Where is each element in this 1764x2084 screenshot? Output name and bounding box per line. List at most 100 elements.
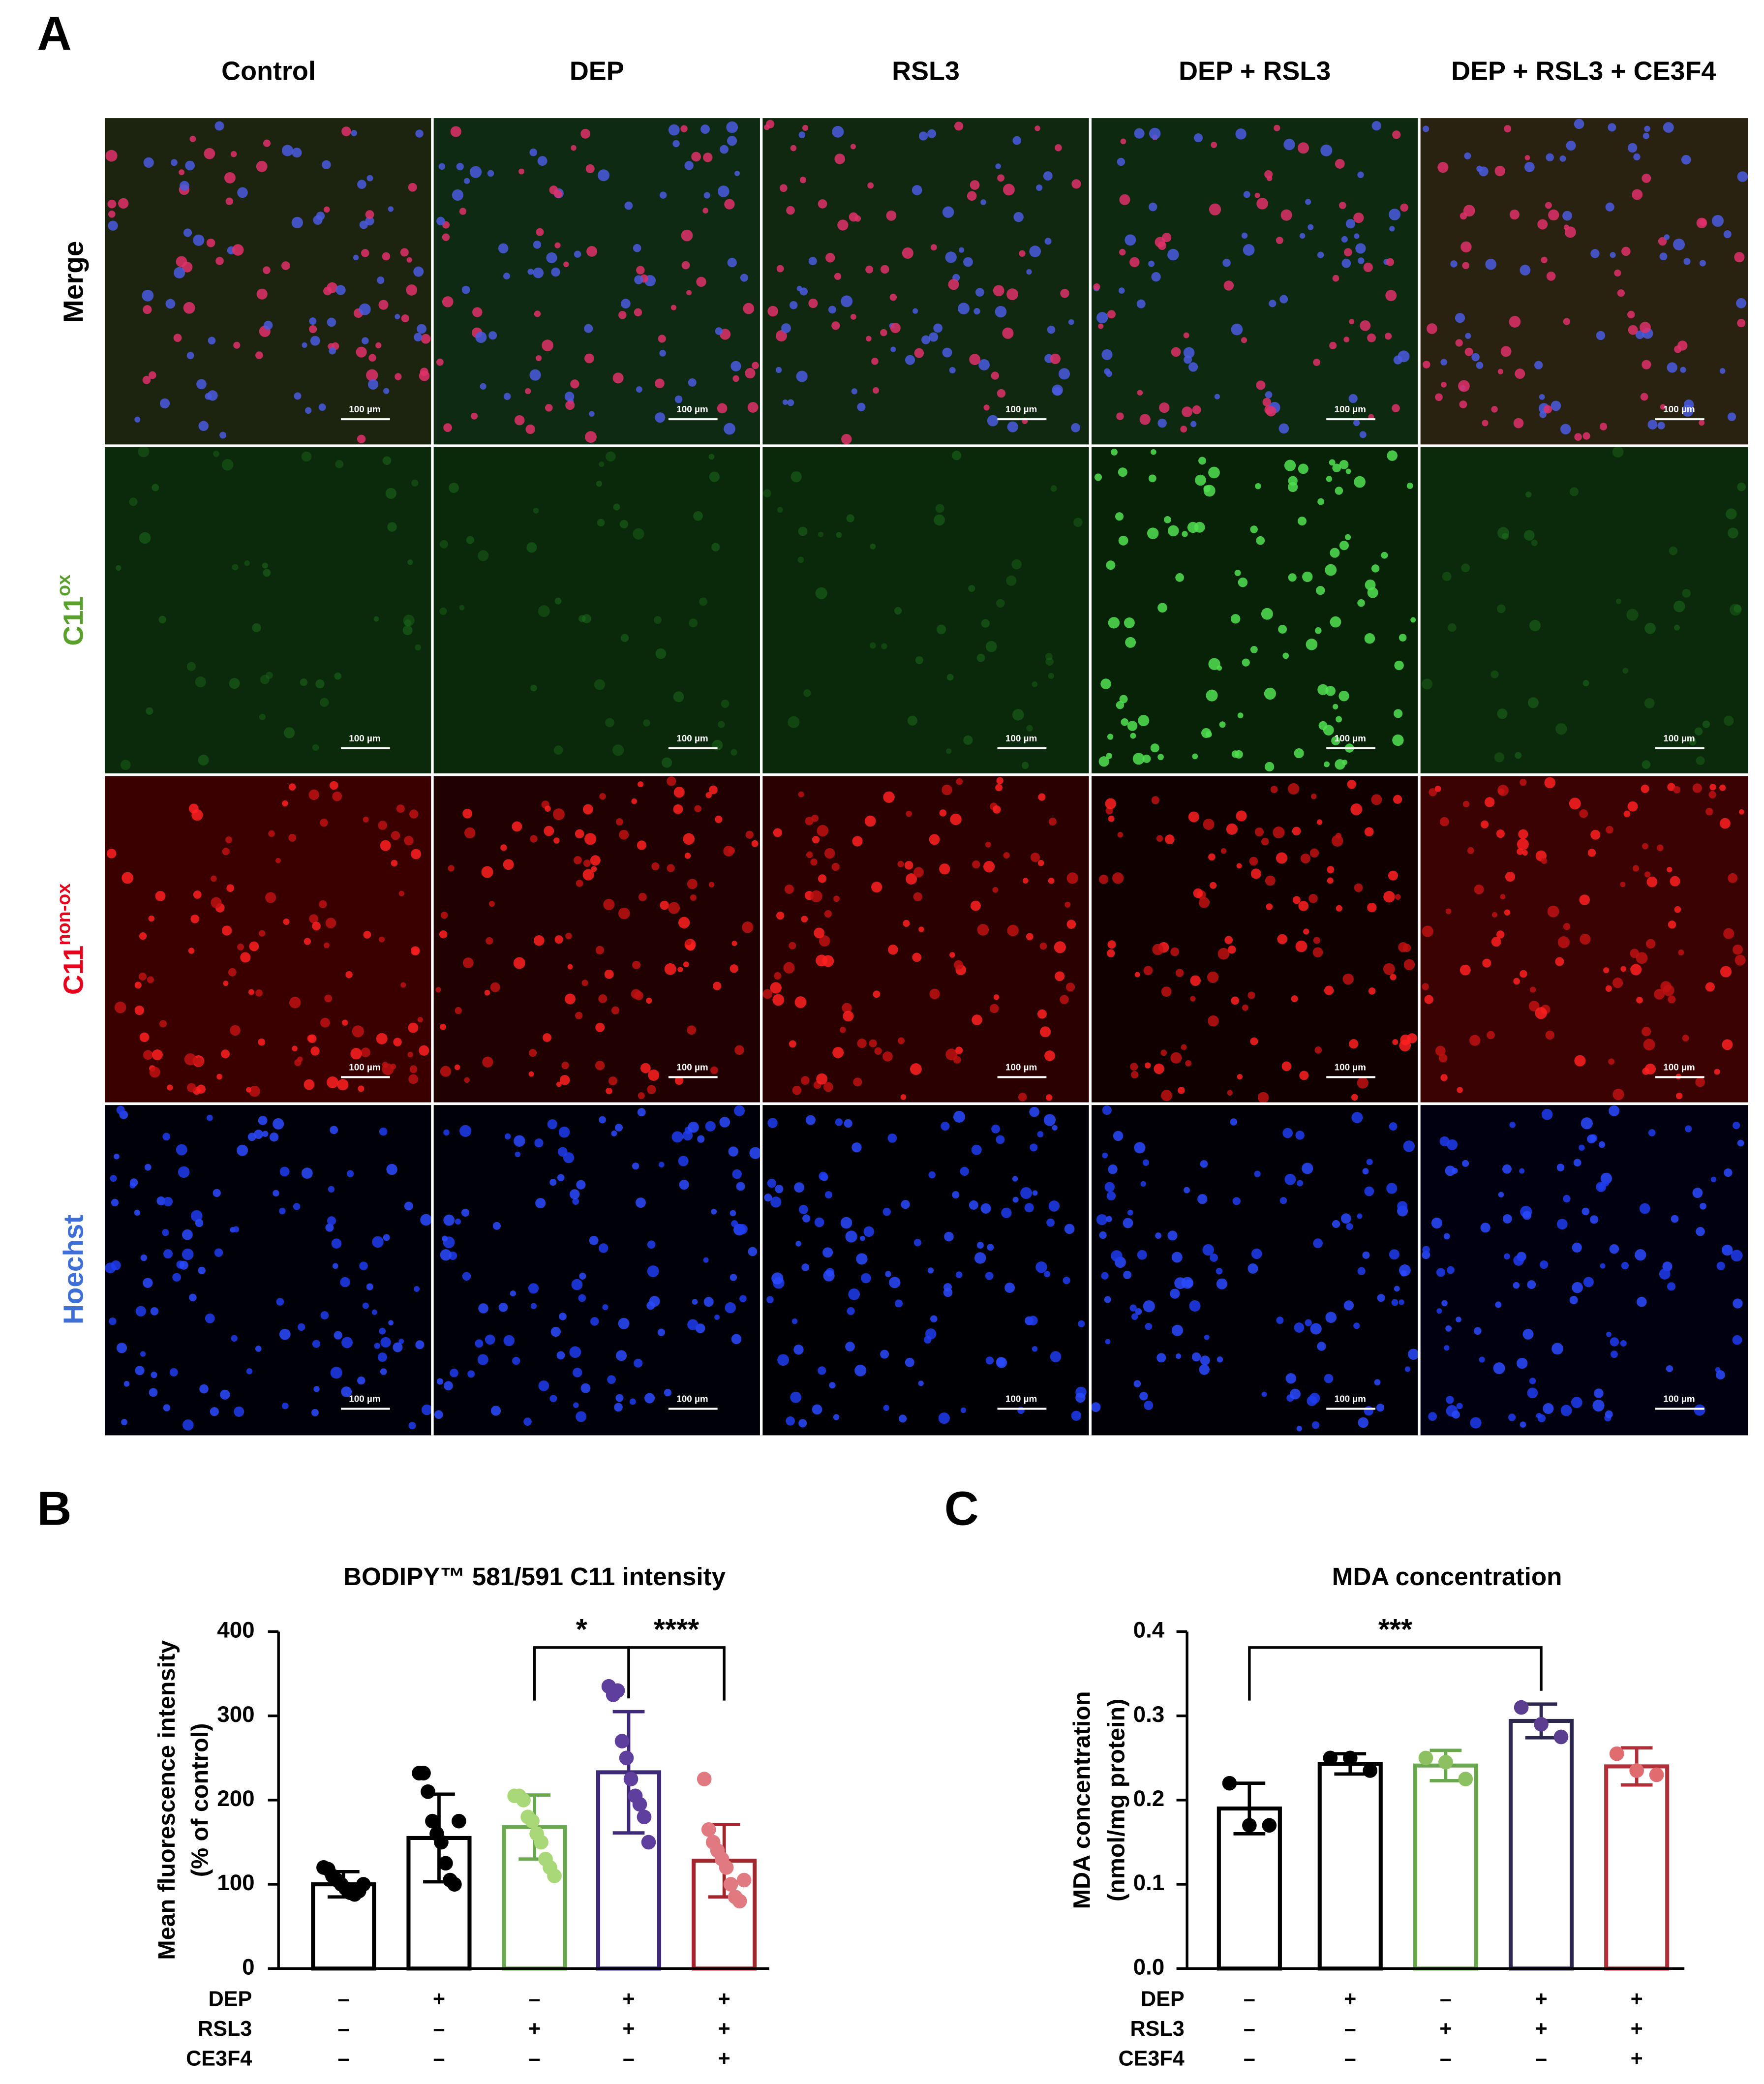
- cell: [935, 504, 944, 513]
- data-point: [1458, 1772, 1473, 1786]
- cell: [1400, 203, 1408, 212]
- cell: [191, 809, 203, 821]
- cell: [889, 293, 897, 301]
- cell: [1529, 619, 1541, 631]
- cell: [1007, 924, 1019, 937]
- cell: [1132, 753, 1145, 765]
- cell: [1515, 368, 1525, 379]
- cell: [846, 514, 854, 522]
- cell: [1354, 233, 1360, 239]
- cell: [611, 1130, 617, 1136]
- cell: [1344, 534, 1351, 540]
- cell: [186, 352, 194, 360]
- cell: [1134, 128, 1145, 139]
- cell: [1284, 1173, 1296, 1185]
- cell: [634, 275, 643, 284]
- cell: [1642, 132, 1649, 139]
- cell: [461, 285, 470, 294]
- cell: [1345, 219, 1356, 229]
- cell: [1563, 923, 1571, 930]
- treatment-label: CE3F4: [186, 2047, 252, 2071]
- cell: [438, 163, 446, 170]
- cell: [461, 1208, 470, 1217]
- cell: [1201, 728, 1212, 738]
- cell: [618, 907, 630, 919]
- cell: [1026, 933, 1034, 941]
- cell: [929, 834, 940, 845]
- cell: [1058, 368, 1070, 380]
- treatment-sign: –: [529, 1987, 541, 2011]
- cell: [1673, 238, 1685, 250]
- treatment-label: RSL3: [1130, 2017, 1185, 2041]
- chart-title: MDA concentration: [1332, 1563, 1562, 1591]
- cell: [448, 865, 455, 872]
- cell: [730, 964, 738, 973]
- cell: [900, 1094, 907, 1100]
- cell: [1071, 1410, 1082, 1421]
- cell: [1579, 1144, 1585, 1151]
- cell: [549, 185, 558, 195]
- cell: [1242, 658, 1250, 667]
- cell: [1336, 905, 1342, 912]
- cell: [1440, 359, 1447, 366]
- cell: [1429, 788, 1437, 797]
- cell: [335, 285, 346, 295]
- cell: [162, 1229, 169, 1236]
- cell: [1227, 945, 1236, 954]
- cell: [1603, 967, 1610, 974]
- cell: [244, 560, 250, 566]
- cell: [747, 402, 759, 413]
- cell: [1590, 249, 1600, 258]
- cell: [945, 251, 957, 263]
- cell: [1026, 269, 1032, 275]
- cell: [615, 1394, 624, 1402]
- cell: [1541, 858, 1548, 864]
- cell: [232, 244, 244, 256]
- cell: [1537, 219, 1548, 230]
- cell: [143, 1050, 153, 1060]
- cell: [1359, 431, 1367, 438]
- cell: [1635, 330, 1644, 339]
- cell: [1644, 871, 1651, 878]
- cell: [803, 689, 811, 697]
- cell: [793, 1345, 804, 1355]
- cell: [619, 829, 629, 840]
- scale-bar-label: 100 µm: [1005, 1394, 1037, 1404]
- cell: [170, 159, 178, 166]
- cell: [503, 859, 514, 870]
- cell: [1222, 258, 1231, 267]
- cell: [959, 247, 965, 253]
- cell: [572, 1198, 579, 1205]
- cell: [1063, 1277, 1070, 1285]
- cell: [383, 388, 390, 394]
- cell: [1572, 1242, 1582, 1253]
- cell: [373, 616, 379, 622]
- data-point: [719, 1860, 734, 1875]
- treatment-sign: –: [337, 2017, 349, 2041]
- cell: [413, 266, 424, 277]
- y-tick-label: 0: [242, 1954, 255, 1979]
- cell: [1603, 1180, 1610, 1187]
- cell: [379, 1327, 386, 1335]
- cell: [1030, 853, 1040, 862]
- cell: [1528, 1001, 1540, 1011]
- cell: [674, 395, 683, 403]
- cell: [1628, 325, 1638, 335]
- cell: [1555, 957, 1564, 966]
- cell: [1148, 474, 1156, 483]
- cell: [196, 379, 207, 390]
- cell: [1091, 1402, 1101, 1412]
- data-point: [421, 1784, 435, 1799]
- cell: [1632, 865, 1640, 872]
- cell: [977, 924, 989, 936]
- cell: [1422, 983, 1429, 990]
- cell: [1007, 421, 1018, 432]
- cell: [143, 1278, 153, 1288]
- treatment-sign: –: [1244, 2017, 1255, 2041]
- cell: [187, 1083, 196, 1093]
- cell: [1053, 387, 1062, 396]
- cell: [1393, 795, 1402, 804]
- cell: [1108, 1165, 1118, 1174]
- cell: [1364, 827, 1374, 837]
- cell: [715, 327, 723, 335]
